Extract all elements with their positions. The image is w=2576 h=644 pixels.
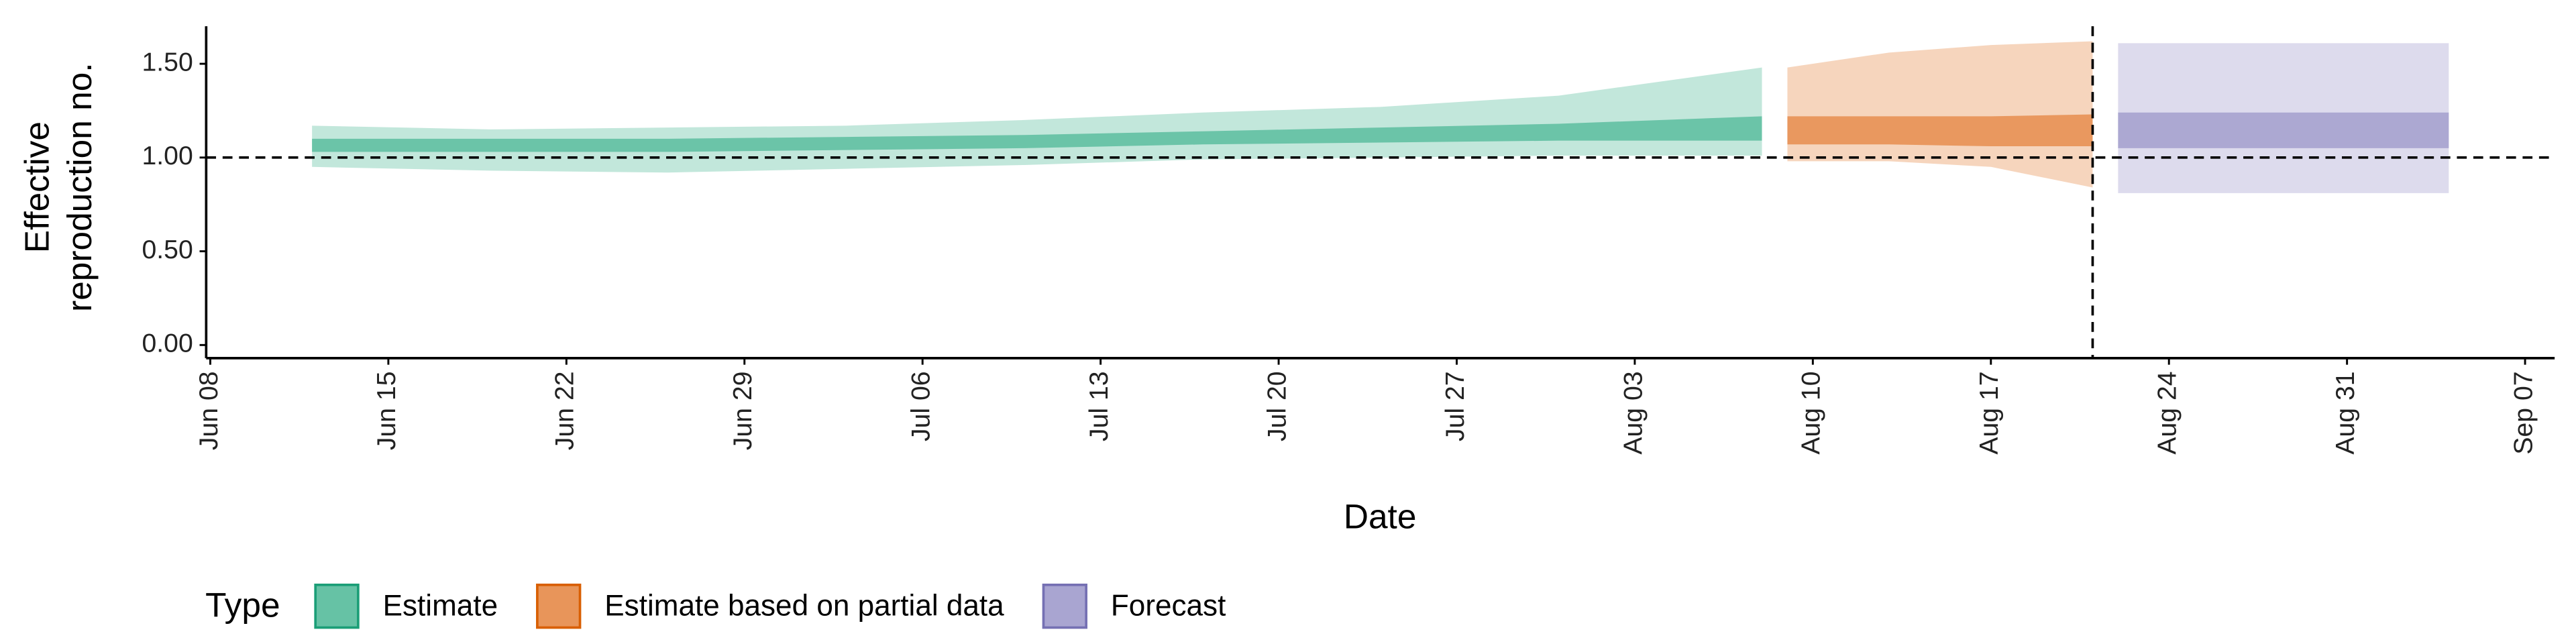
y-tick-label: 0.00 bbox=[142, 329, 193, 358]
x-tick-label: Sep 07 bbox=[2509, 371, 2538, 454]
x-tick-label: Jun 08 bbox=[195, 371, 223, 450]
y-tick-label: 1.50 bbox=[142, 48, 193, 76]
inner-band bbox=[2118, 112, 2449, 148]
x-tick-label: Aug 10 bbox=[1797, 371, 1826, 454]
inner-band bbox=[1787, 114, 2093, 147]
legend-title: Type bbox=[205, 586, 280, 625]
x-tick-label: Jul 13 bbox=[1085, 371, 1114, 441]
x-tick-label: Aug 24 bbox=[2153, 371, 2182, 454]
legend-label: Estimate based on partial data bbox=[604, 590, 1004, 623]
x-tick-label: Aug 17 bbox=[1975, 371, 2004, 454]
x-tick-label: Jul 20 bbox=[1263, 371, 1291, 441]
y-axis-title: reproduction no. bbox=[60, 62, 99, 312]
legend-key bbox=[314, 584, 360, 629]
legend-label: Forecast bbox=[1111, 590, 1226, 623]
x-axis-title: Date bbox=[1344, 496, 1417, 535]
outer-band bbox=[1787, 41, 2093, 188]
y-axis-title: Effective bbox=[17, 121, 56, 253]
x-tick-label: Jul 27 bbox=[1441, 371, 1470, 441]
x-tick-label: Aug 31 bbox=[2331, 371, 2360, 454]
legend-key bbox=[536, 584, 582, 629]
legend-key bbox=[1042, 584, 1087, 629]
x-tick-label: Jun 29 bbox=[729, 371, 757, 450]
inner-band bbox=[312, 116, 1762, 152]
x-tick-label: Jul 06 bbox=[907, 371, 936, 441]
y-tick-label: 1.00 bbox=[142, 142, 193, 170]
x-tick-label: Aug 03 bbox=[1619, 371, 1648, 454]
y-tick-label: 0.50 bbox=[142, 235, 193, 264]
x-tick-label: Jun 15 bbox=[372, 371, 401, 450]
legend-label: Estimate bbox=[383, 590, 498, 623]
x-tick-label: Jun 22 bbox=[551, 371, 580, 450]
